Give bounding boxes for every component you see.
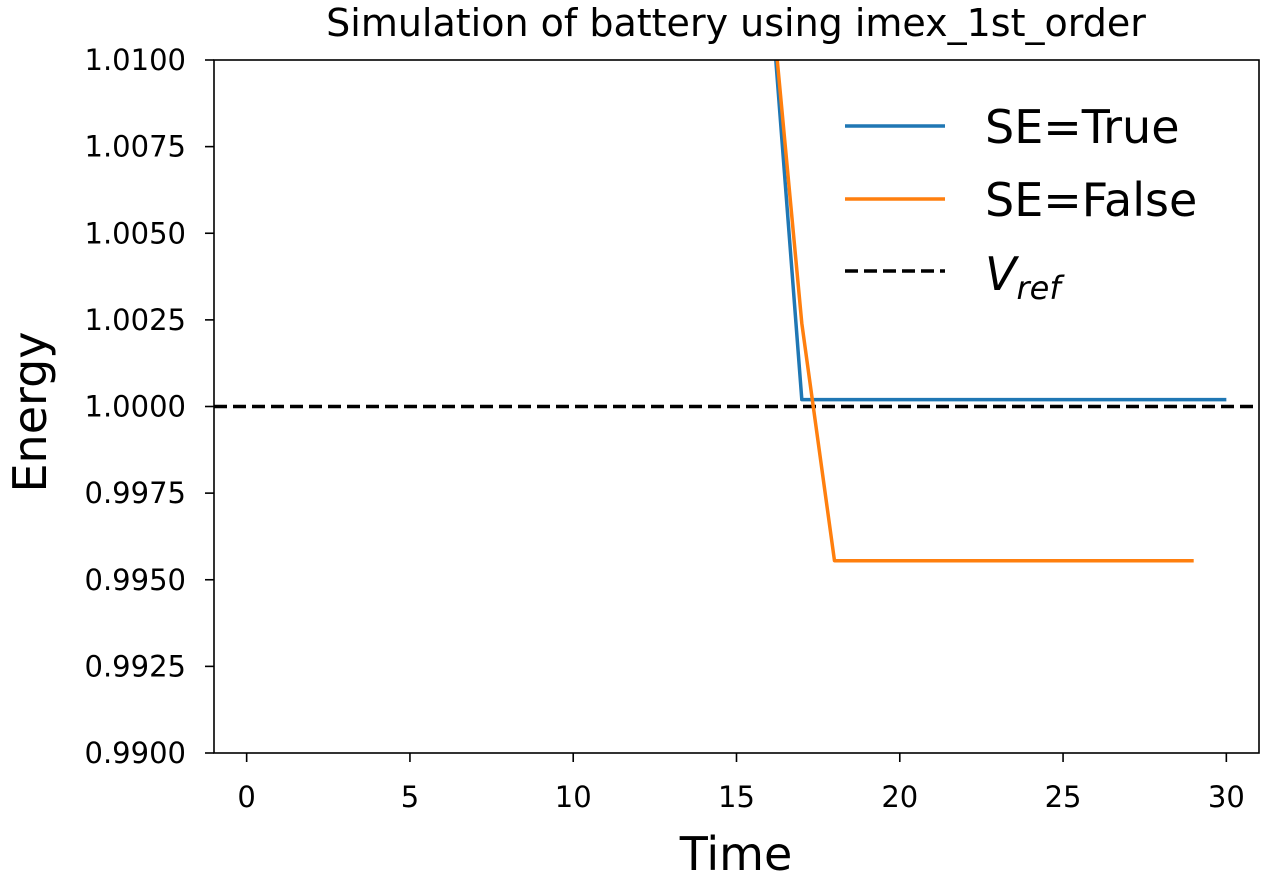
x-tick-label: 15 xyxy=(718,780,755,814)
y-tick-label: 1.0100 xyxy=(85,43,186,77)
x-axis-ticks: 0 5 10 15 20 25 30 xyxy=(237,753,1245,814)
x-tick-label: 5 xyxy=(401,780,419,814)
x-axis-label: Time xyxy=(679,827,793,881)
legend-label-vref: Vref xyxy=(985,247,1065,307)
series-line-se-true xyxy=(774,60,1227,402)
legend-label-se-false: SE=False xyxy=(985,173,1197,227)
legend-label-vref-main: V xyxy=(985,247,1020,301)
y-tick-label: 1.0075 xyxy=(85,130,186,164)
series-layer xyxy=(214,60,1259,563)
x-tick-label: 20 xyxy=(881,780,918,814)
x-tick-label: 30 xyxy=(1208,780,1245,814)
y-tick-label: 1.0050 xyxy=(85,216,186,250)
y-tick-label: 0.9900 xyxy=(85,736,186,770)
y-tick-label: 1.0025 xyxy=(85,303,186,337)
legend: SE=True SE=False Vref xyxy=(845,100,1197,307)
chart-title: Simulation of battery using imex_1st_ord… xyxy=(326,1,1146,45)
y-axis-ticks: 0.9900 0.9925 0.9950 0.9975 1.0000 1.0025 1.00… xyxy=(85,43,214,770)
series-line-se-false xyxy=(775,60,1194,563)
y-tick-label: 1.0000 xyxy=(85,390,186,424)
x-tick-label: 10 xyxy=(555,780,592,814)
legend-label-se-true: SE=True xyxy=(985,100,1180,154)
y-axis-label: Energy xyxy=(3,331,57,492)
x-tick-label: 0 xyxy=(237,780,255,814)
legend-label-vref-subscript: ref xyxy=(1016,269,1065,307)
y-tick-label: 0.9975 xyxy=(85,476,186,510)
y-tick-label: 0.9950 xyxy=(85,563,186,597)
x-tick-label: 25 xyxy=(1045,780,1082,814)
y-tick-label: 0.9925 xyxy=(85,649,186,683)
